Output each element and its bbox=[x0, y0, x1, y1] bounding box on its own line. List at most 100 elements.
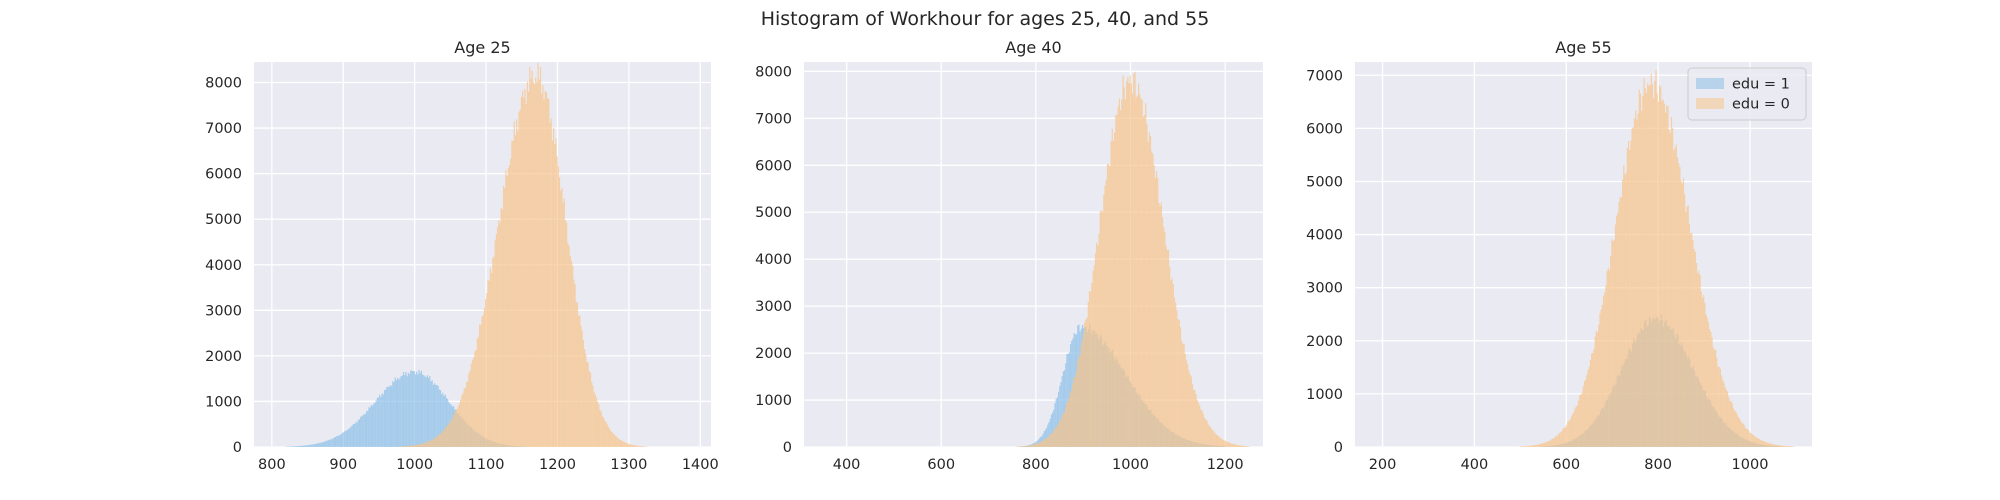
hist-bar bbox=[1161, 216, 1164, 447]
hist-bar bbox=[1729, 401, 1731, 447]
hist-bar bbox=[523, 97, 525, 447]
hist-bar bbox=[1693, 248, 1695, 447]
hist-bar bbox=[1535, 444, 1537, 447]
histogram-bars bbox=[286, 62, 648, 447]
hist-bar bbox=[625, 443, 627, 447]
hist-bar bbox=[311, 444, 313, 447]
hist-bar bbox=[1767, 442, 1769, 447]
hist-bar bbox=[622, 441, 624, 447]
hist-bar bbox=[1145, 103, 1147, 447]
hist-bar bbox=[308, 444, 310, 447]
hist-bar bbox=[1566, 425, 1568, 447]
hist-bar bbox=[563, 198, 565, 447]
hist-bar bbox=[327, 440, 330, 447]
hist-bar bbox=[371, 405, 374, 447]
hist-bar bbox=[1201, 410, 1203, 447]
hist-bar bbox=[1158, 202, 1160, 447]
legend-swatch bbox=[1696, 78, 1724, 89]
hist-bar bbox=[1202, 413, 1204, 447]
hist-bar bbox=[1728, 396, 1730, 447]
hist-bar bbox=[570, 260, 573, 447]
hist-bar bbox=[471, 359, 474, 447]
hist-bar bbox=[417, 374, 419, 447]
hist-bar bbox=[1232, 443, 1234, 447]
hist-bar bbox=[444, 427, 446, 447]
hist-bar bbox=[460, 400, 462, 447]
hist-bar bbox=[519, 109, 521, 447]
hist-bar bbox=[1069, 392, 1071, 447]
hist-bar bbox=[458, 403, 461, 447]
hist-bar bbox=[1616, 215, 1618, 447]
y-tick-label: 1000 bbox=[205, 394, 242, 410]
hist-bar bbox=[402, 446, 404, 447]
hist-bar bbox=[1601, 304, 1603, 447]
hist-bar bbox=[414, 445, 416, 447]
hist-bar bbox=[462, 393, 464, 447]
hist-bar bbox=[501, 209, 503, 447]
hist-bar bbox=[1636, 119, 1638, 447]
hist-bar bbox=[433, 438, 435, 447]
hist-bar bbox=[1189, 374, 1191, 447]
hist-bar bbox=[1782, 445, 1785, 447]
hist-bar bbox=[397, 377, 399, 447]
hist-bar bbox=[1668, 129, 1670, 447]
hist-bar bbox=[1704, 302, 1706, 447]
hist-bar bbox=[1112, 141, 1115, 447]
hist-bar bbox=[438, 389, 440, 447]
hist-bar bbox=[1062, 413, 1064, 447]
hist-bar bbox=[1049, 418, 1051, 447]
hist-bar bbox=[413, 371, 415, 447]
hist-bar bbox=[564, 220, 567, 447]
hist-bar bbox=[1140, 98, 1142, 447]
hist-bar bbox=[496, 227, 499, 447]
hist-bar bbox=[464, 388, 466, 447]
y-tick-label: 0 bbox=[783, 440, 792, 456]
hist-bar bbox=[1598, 324, 1600, 447]
hist-bar bbox=[431, 380, 433, 447]
hist-bar bbox=[1595, 331, 1597, 447]
hist-bar bbox=[607, 426, 610, 447]
hist-bar bbox=[1760, 440, 1762, 447]
hist-bar bbox=[1554, 437, 1556, 447]
hist-bar bbox=[1092, 270, 1094, 447]
hist-bar bbox=[1577, 400, 1580, 447]
x-tick-label: 1300 bbox=[610, 457, 647, 473]
hist-bar bbox=[1712, 347, 1714, 447]
hist-bar bbox=[407, 446, 409, 447]
hist-bar bbox=[1154, 177, 1156, 447]
hist-bar bbox=[562, 202, 564, 447]
hist-bar bbox=[413, 445, 415, 447]
hist-bar bbox=[1143, 114, 1146, 447]
y-tick-label: 7000 bbox=[205, 121, 242, 137]
hist-bar bbox=[1139, 94, 1141, 447]
hist-bar bbox=[1023, 446, 1025, 447]
hist-bar bbox=[601, 416, 604, 447]
hist-bar bbox=[405, 446, 407, 447]
hist-bar bbox=[307, 445, 309, 447]
hist-bar bbox=[1749, 432, 1751, 447]
hist-bar bbox=[437, 386, 439, 447]
hist-bar bbox=[1625, 172, 1627, 447]
y-tick-label: 1000 bbox=[1306, 387, 1343, 403]
hist-bar bbox=[338, 435, 340, 447]
hist-bar bbox=[426, 375, 429, 447]
hist-bar bbox=[1726, 391, 1729, 447]
hist-bar bbox=[313, 444, 315, 447]
hist-bar bbox=[1685, 212, 1687, 447]
hist-bar bbox=[395, 380, 398, 447]
hist-bar bbox=[350, 426, 352, 447]
hist-bar bbox=[1698, 270, 1700, 447]
x-tick-label: 1400 bbox=[682, 457, 719, 473]
hist-bar bbox=[429, 376, 431, 447]
hist-bar bbox=[1740, 420, 1742, 447]
hist-bar bbox=[1209, 426, 1212, 447]
hist-bar bbox=[628, 443, 630, 447]
hist-bar bbox=[1717, 366, 1719, 447]
hist-bar bbox=[1574, 408, 1576, 447]
hist-bar bbox=[448, 423, 450, 447]
hist-bar bbox=[616, 436, 618, 447]
hist-bar bbox=[339, 434, 341, 447]
hist-bar bbox=[1240, 445, 1243, 447]
hist-bar bbox=[514, 135, 517, 447]
